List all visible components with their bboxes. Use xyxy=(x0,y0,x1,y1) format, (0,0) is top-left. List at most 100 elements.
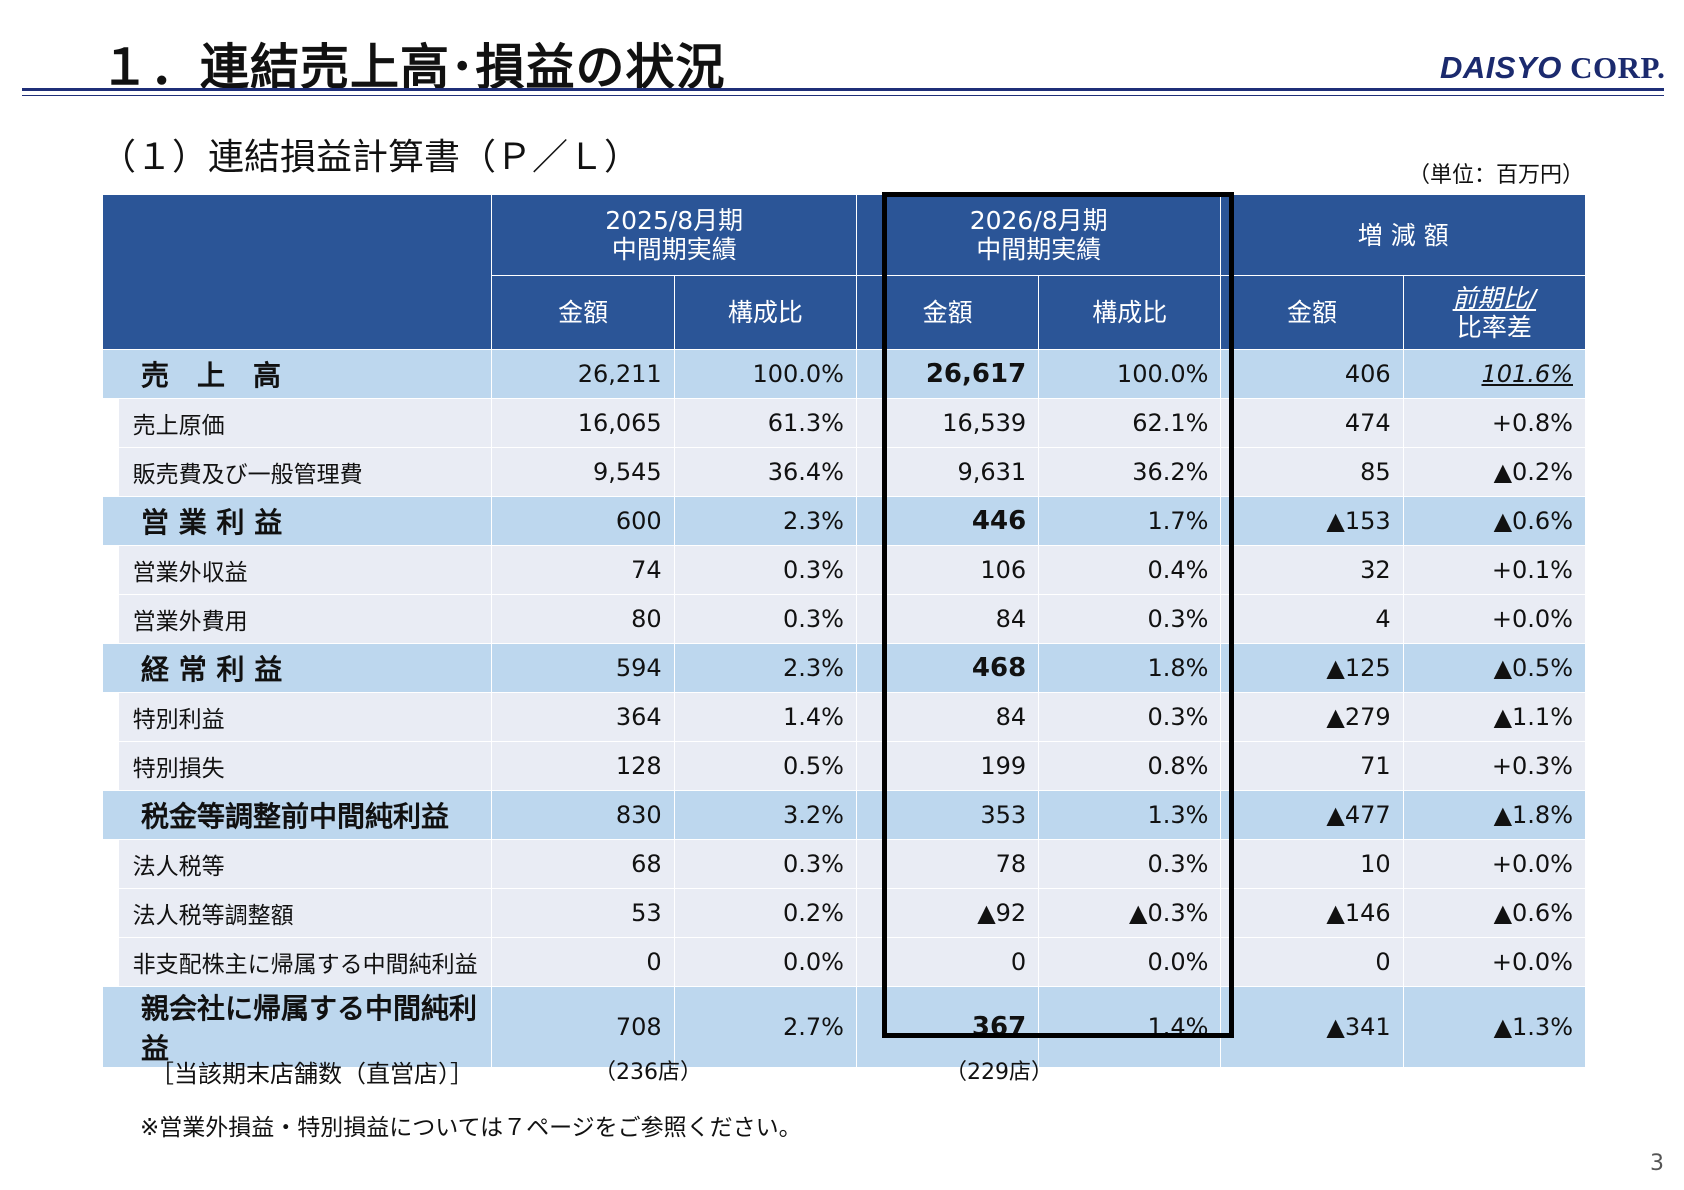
prev-ratio: 0.3% xyxy=(673,594,857,644)
row-label: 親会社に帰属する中間純利益 xyxy=(101,986,493,1068)
row-label: 経 常 利 益 xyxy=(101,643,493,693)
curr-amount: 84 xyxy=(855,692,1040,742)
diff-amount: 85 xyxy=(1220,447,1404,497)
curr-amount: 9,631 xyxy=(855,447,1040,497)
row-label: 営 業 利 益 xyxy=(101,496,493,546)
curr-ratio: 100.0% xyxy=(1038,349,1222,399)
prev-amount: 74 xyxy=(491,545,675,595)
company-logo: DAISYO CORP. xyxy=(1440,50,1665,86)
prev-ratio: 3.2% xyxy=(673,790,857,840)
row-label: 特別利益 xyxy=(117,692,493,742)
prev-amount: 26,211 xyxy=(491,349,675,399)
curr-ratio: 1.8% xyxy=(1038,643,1222,693)
curr-amount: 84 xyxy=(855,594,1040,644)
curr-amount: 199 xyxy=(855,741,1040,791)
curr-ratio: 0.0% xyxy=(1038,937,1222,987)
table-row: 親会社に帰属する中間純利益 708 2.7% 367 1.4% ▲341 ▲1.3% xyxy=(101,986,1587,1068)
diff-amount: ▲153 xyxy=(1220,496,1404,546)
curr-amount: 0 xyxy=(855,937,1040,987)
title-rule-thin xyxy=(22,95,1664,96)
diff-ratio: ▲0.2% xyxy=(1402,447,1587,497)
curr-amount: ▲92 xyxy=(855,888,1040,938)
curr-ratio: ▲0.3% xyxy=(1038,888,1222,938)
header-diff-amount: 金額 xyxy=(1220,275,1404,350)
section-subtitle: （１）連結損益計算書（Ｐ／Ｌ） xyxy=(100,137,641,178)
diff-ratio: ▲1.3% xyxy=(1402,986,1587,1068)
curr-amount: 468 xyxy=(855,643,1040,693)
row-label: 売 上 高 xyxy=(101,349,493,399)
prev-ratio: 36.4% xyxy=(673,447,857,497)
diff-amount: 32 xyxy=(1220,545,1404,595)
diff-ratio: ▲0.5% xyxy=(1402,643,1587,693)
prev-amount: 708 xyxy=(491,986,675,1068)
diff-amount: 71 xyxy=(1220,741,1404,791)
prev-amount: 9,545 xyxy=(491,447,675,497)
indent-spacer xyxy=(102,937,119,987)
prev-ratio: 100.0% xyxy=(673,349,857,399)
logo-mark: DAISYO xyxy=(1440,50,1562,85)
prev-amount: 0 xyxy=(491,937,675,987)
header-prev-period: 2025/8月期 中間期実績 xyxy=(491,194,857,276)
indent-spacer xyxy=(102,594,119,644)
curr-amount: 78 xyxy=(855,839,1040,889)
prev-ratio: 0.3% xyxy=(673,545,857,595)
curr-ratio: 0.8% xyxy=(1038,741,1222,791)
header-diff: 増 減 額 xyxy=(1220,194,1586,276)
curr-ratio: 0.4% xyxy=(1038,545,1222,595)
indent-spacer xyxy=(102,888,119,938)
curr-ratio: 0.3% xyxy=(1038,692,1222,742)
prev-amount: 16,065 xyxy=(491,398,675,448)
diff-ratio: +0.8% xyxy=(1402,398,1587,448)
row-label: 販売費及び一般管理費 xyxy=(117,447,493,497)
curr-ratio: 1.4% xyxy=(1038,986,1222,1068)
table-row: 特別損失 128 0.5% 199 0.8% 71 +0.3% xyxy=(102,741,1587,791)
curr-amount: 106 xyxy=(855,545,1040,595)
table-row: 売上原価 16,065 61.3% 16,539 62.1% 474 +0.8% xyxy=(102,398,1587,448)
diff-ratio: +0.0% xyxy=(1402,937,1587,987)
indent-spacer xyxy=(102,398,119,448)
header-prev-ratio: 構成比 xyxy=(673,275,857,350)
table-row: 税金等調整前中間純利益 830 3.2% 353 1.3% ▲477 ▲1.8% xyxy=(101,790,1587,840)
diff-amount: 10 xyxy=(1220,839,1404,889)
store-count-label: ［当該期末店舗数（直営店）］ xyxy=(150,1060,474,1088)
row-label: 営業外収益 xyxy=(117,545,493,595)
prev-ratio: 0.3% xyxy=(673,839,857,889)
header-yoy: 前期比/比率差 xyxy=(1402,275,1587,350)
table-row: 特別利益 364 1.4% 84 0.3% ▲279 ▲1.1% xyxy=(102,692,1587,742)
diff-ratio: ▲0.6% xyxy=(1402,496,1587,546)
prev-ratio: 0.5% xyxy=(673,741,857,791)
curr-ratio: 1.3% xyxy=(1038,790,1222,840)
diff-ratio: ▲1.1% xyxy=(1402,692,1587,742)
curr-amount: 16,539 xyxy=(855,398,1040,448)
prev-amount: 364 xyxy=(491,692,675,742)
page-number: 3 xyxy=(1650,1151,1664,1176)
unit-label: （単位：百万円） xyxy=(1407,163,1584,188)
header-curr-ratio: 構成比 xyxy=(1038,275,1222,350)
curr-amount: 446 xyxy=(855,496,1040,546)
row-label: 税金等調整前中間純利益 xyxy=(101,790,493,840)
prev-amount: 80 xyxy=(491,594,675,644)
table-row: 営業外費用 80 0.3% 84 0.3% 4 +0.0% xyxy=(102,594,1587,644)
header-prev-amount: 金額 xyxy=(491,275,675,350)
table-row: 営 業 利 益 600 2.3% 446 1.7% ▲153 ▲0.6% xyxy=(101,496,1587,546)
prev-ratio: 1.4% xyxy=(673,692,857,742)
prev-amount: 68 xyxy=(491,839,675,889)
store-count-prev: （236店） xyxy=(594,1060,702,1085)
curr-ratio: 0.3% xyxy=(1038,594,1222,644)
pl-table: 2025/8月期 中間期実績 2026/8月期 中間期実績 増 減 額 金額 構成比… xyxy=(101,194,1587,1068)
header-curr-amount: 金額 xyxy=(855,275,1040,350)
diff-amount: ▲279 xyxy=(1220,692,1404,742)
diff-amount: 4 xyxy=(1220,594,1404,644)
logo-text: CORP. xyxy=(1561,50,1666,85)
curr-ratio: 36.2% xyxy=(1038,447,1222,497)
diff-amount: ▲146 xyxy=(1220,888,1404,938)
diff-amount: ▲477 xyxy=(1220,790,1404,840)
prev-amount: 53 xyxy=(491,888,675,938)
diff-ratio: 101.6% xyxy=(1402,349,1587,399)
row-label: 法人税等調整額 xyxy=(117,888,493,938)
diff-amount: 0 xyxy=(1220,937,1404,987)
table-row: 売 上 高 26,211 100.0% 26,617 100.0% 406 101.6% xyxy=(101,349,1587,399)
store-count-curr: （229店） xyxy=(945,1060,1053,1085)
prev-amount: 600 xyxy=(491,496,675,546)
prev-ratio: 61.3% xyxy=(673,398,857,448)
